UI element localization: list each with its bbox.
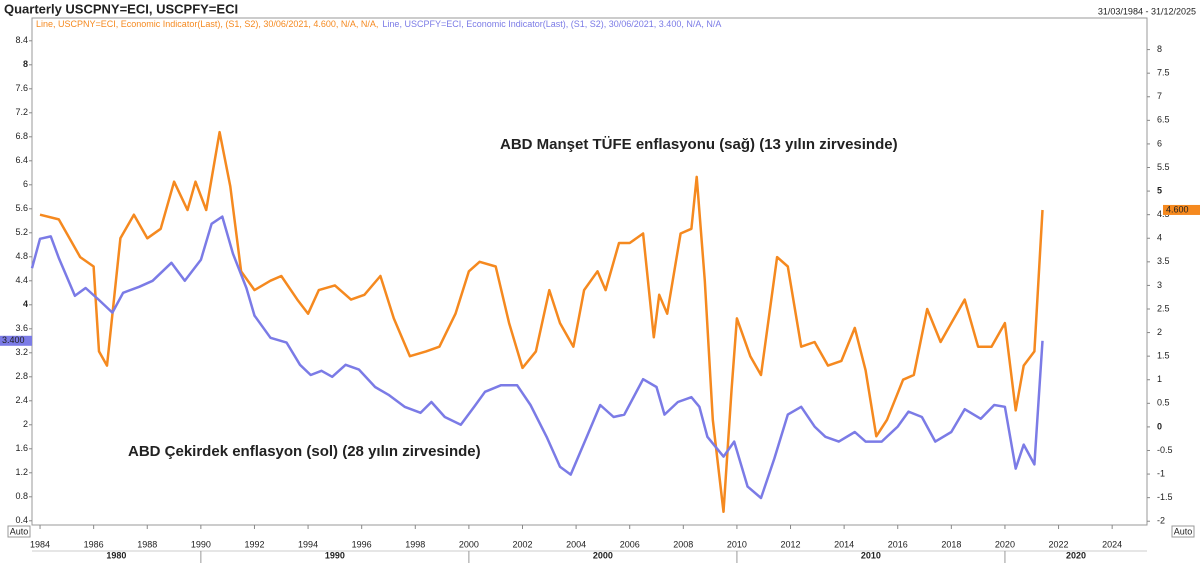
x-tick-label: 1988	[137, 539, 157, 549]
chart-title: Quarterly USCPNY=ECI, USCPFY=ECI	[4, 1, 238, 16]
decade-label: 2020	[1066, 550, 1086, 560]
y2-tick-label: 0	[1157, 421, 1162, 431]
y2-tick-label: -1.5	[1157, 492, 1173, 502]
decade-label: 1990	[325, 550, 345, 560]
y2-tick-label: 5.5	[1157, 162, 1170, 172]
auto-box	[1171, 525, 1195, 538]
x-tick-label: 2002	[512, 539, 532, 549]
x-tick-label: 2024	[1102, 539, 1122, 549]
x-tick-label: 1994	[298, 539, 318, 549]
y-tick-label: 5.6	[15, 203, 28, 213]
y2-tick-label: 1.5	[1157, 351, 1170, 361]
y2-tick-label: -0.5	[1157, 445, 1173, 455]
y-tick-label: 4.4	[15, 275, 28, 285]
x-tick-label: 2006	[620, 539, 640, 549]
y-tick-label: 6.8	[15, 131, 28, 141]
legend-entry: Line, USCPNY=ECI, Economic Indicator(Las…	[36, 19, 378, 29]
y2-tick-label: 0.5	[1157, 398, 1170, 408]
decade-label: 2000	[593, 550, 613, 560]
x-tick-label: 2012	[781, 539, 801, 549]
x-tick-label: 2022	[1049, 539, 1069, 549]
decade-label: 1980	[106, 550, 126, 560]
auto-label: Auto	[1174, 526, 1193, 536]
x-tick-label: 1986	[84, 539, 104, 549]
x-tick-label: 2008	[673, 539, 693, 549]
x-tick-label: 2000	[459, 539, 479, 549]
decade-label: 2010	[861, 550, 881, 560]
y2-tick-label: 4	[1157, 233, 1162, 243]
y2-tick-label: 7.5	[1157, 68, 1170, 78]
y-tick-label: 1.2	[15, 467, 28, 477]
last-value-tag	[1163, 204, 1200, 215]
y2-tick-label: 3	[1157, 280, 1162, 290]
y-tick-label: 0.8	[15, 491, 28, 501]
x-tick-label: 2020	[995, 539, 1015, 549]
x-tick-label: 1998	[405, 539, 425, 549]
x-tick-label: 1990	[191, 539, 211, 549]
y2-tick-label: 5	[1157, 185, 1162, 195]
x-tick-label: 2010	[727, 539, 747, 549]
y-tick-label: 0.4	[15, 515, 28, 525]
y-tick-label: 2	[23, 419, 28, 429]
y-tick-label: 3.6	[15, 323, 28, 333]
y2-tick-label: -2	[1157, 516, 1165, 526]
last-value-tag	[0, 335, 32, 346]
y-tick-label: 6	[23, 179, 28, 189]
y2-tick-label: 6.5	[1157, 115, 1170, 125]
date-range: 31/03/1984 - 31/12/2025	[1098, 6, 1196, 16]
x-tick-label: 2014	[834, 539, 854, 549]
y-tick-label: 1.6	[15, 443, 28, 453]
y-tick-label: 8	[23, 59, 28, 69]
y2-tick-label: 1	[1157, 374, 1162, 384]
y2-tick-label: 8	[1157, 44, 1162, 54]
y-tick-label: 4	[23, 299, 28, 309]
annotation: ABD Çekirdek enflasyon (sol) (28 yılın z…	[128, 443, 481, 460]
y-tick-label: 7.6	[15, 83, 28, 93]
legend-entry: Line, USCPFY=ECI, Economic Indicator(Las…	[382, 19, 721, 29]
y2-tick-label: 2.5	[1157, 303, 1170, 313]
x-tick-label: 2016	[888, 539, 908, 549]
auto-label: Auto	[10, 526, 29, 536]
series-line	[30, 215, 1044, 500]
plot-frame	[31, 17, 1148, 526]
y2-tick-label: 6	[1157, 138, 1162, 148]
x-tick-label: 1996	[352, 539, 372, 549]
last-value-label: 4.600	[1166, 204, 1189, 214]
y-tick-label: 8.4	[15, 35, 28, 45]
auto-box	[7, 525, 31, 538]
y2-tick-label: 7	[1157, 91, 1162, 101]
annotation: ABD Manşet TÜFE enflasyonu (sağ) (13 yıl…	[500, 136, 898, 153]
legend: Line, USCPNY=ECI, Economic Indicator(Las…	[36, 19, 721, 29]
y-tick-label: 3.2	[15, 347, 28, 357]
y2-tick-label: -1	[1157, 468, 1165, 478]
y-tick-label: 2.4	[15, 395, 28, 405]
x-tick-label: 1992	[244, 539, 264, 549]
series-line	[39, 130, 1044, 514]
last-value-label: 3.400	[2, 335, 25, 345]
x-tick-label: 2018	[941, 539, 961, 549]
y-tick-label: 7.2	[15, 107, 28, 117]
y-tick-label: 6.4	[15, 155, 28, 165]
x-tick-label: 2004	[566, 539, 586, 549]
y2-tick-label: 2	[1157, 327, 1162, 337]
y-tick-label: 4.8	[15, 251, 28, 261]
y2-tick-label: 3.5	[1157, 256, 1170, 266]
y-tick-label: 5.2	[15, 227, 28, 237]
x-tick-label: 1984	[30, 539, 50, 549]
y-tick-label: 2.8	[15, 371, 28, 381]
